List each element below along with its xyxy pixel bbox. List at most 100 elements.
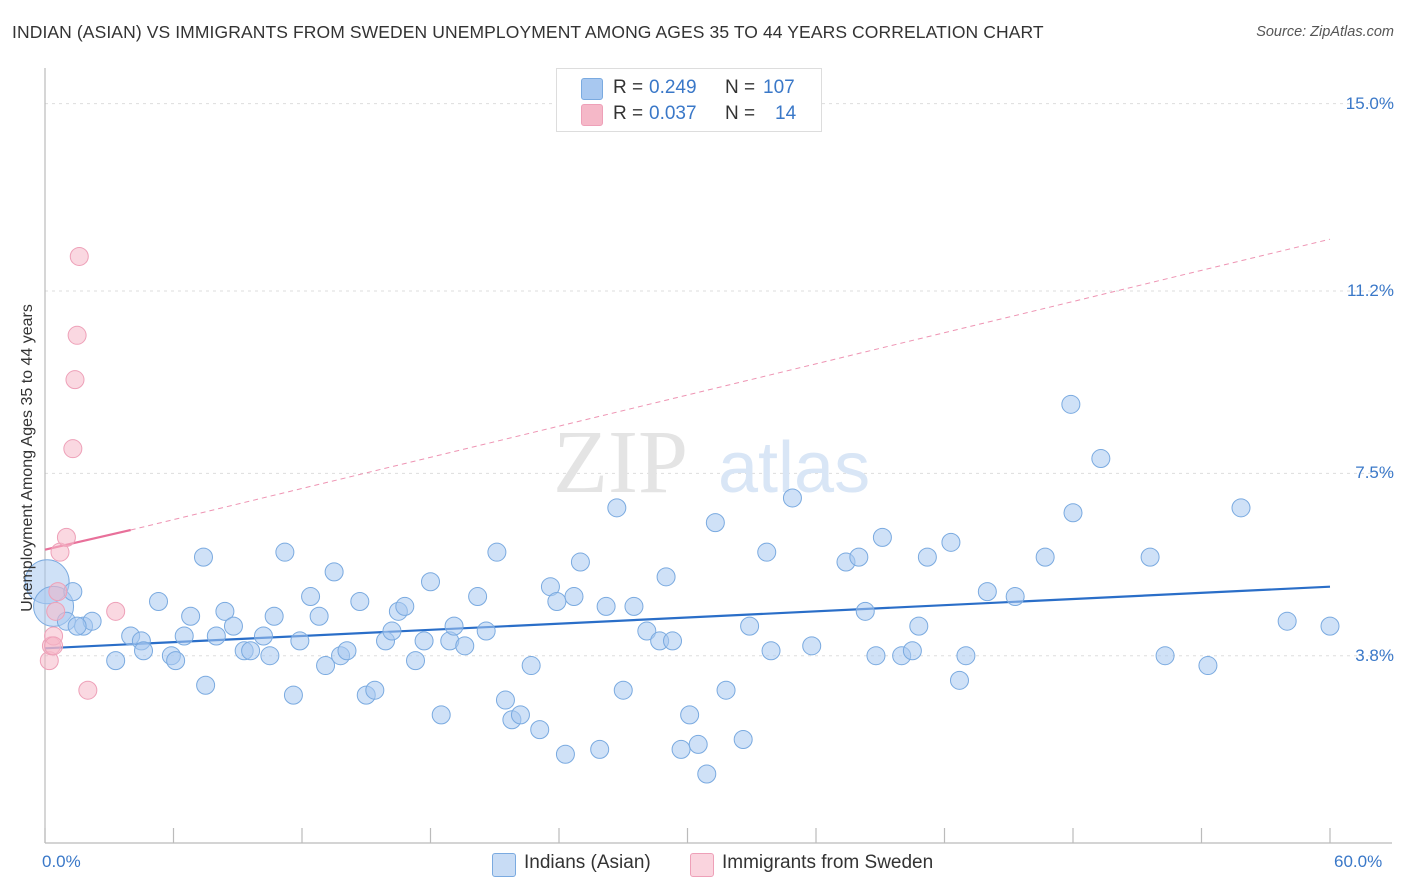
indians-data-point	[637, 621, 657, 641]
indians-data-point	[802, 636, 822, 656]
indians-data-point	[196, 675, 216, 695]
indians-data-point	[1063, 503, 1083, 523]
indians-data-point	[1320, 616, 1340, 636]
indians-data-point	[555, 744, 575, 764]
indians-data-point	[917, 547, 937, 567]
indians-data-point	[733, 729, 753, 749]
indians-data-point	[241, 641, 261, 661]
indians-data-point	[149, 591, 169, 611]
chart-title: INDIAN (ASIAN) VS IMMIGRANTS FROM SWEDEN…	[12, 22, 1044, 42]
indians-data-point	[1061, 394, 1081, 414]
indians-data-point	[253, 626, 273, 646]
indians-data-point	[855, 601, 875, 621]
indians-data-point	[941, 532, 961, 552]
indians-data-point	[613, 680, 633, 700]
legend-r-label: R =	[613, 103, 644, 124]
y-tick-label: 15.0%	[1345, 93, 1394, 113]
sweden-data-point	[69, 246, 89, 266]
sweden-data-point	[48, 582, 68, 602]
watermark-zip: ZIP	[553, 413, 688, 512]
indians-data-point	[547, 591, 567, 611]
indians-data-point	[166, 651, 186, 671]
indians-data-point	[1005, 587, 1025, 607]
indians-data-point	[782, 488, 802, 508]
legend-n-label: N =	[725, 103, 756, 124]
indians-data-point	[495, 690, 515, 710]
indians-data-point	[215, 601, 235, 621]
indians-data-point	[521, 656, 541, 676]
indians-data-point	[350, 591, 370, 611]
indians-data-point	[1231, 498, 1251, 518]
sweden-trend-extension	[130, 238, 1331, 531]
indians-data-point	[1155, 646, 1175, 666]
bottom-legend-label-sweden: Immigrants from Sweden	[722, 852, 934, 873]
indians-data-point	[909, 616, 929, 636]
indians-data-point	[596, 596, 616, 616]
indians-data-point	[316, 656, 336, 676]
y-axis-label: Unemployment Among Ages 35 to 44 years	[19, 304, 36, 612]
legend-swatch-indians	[581, 78, 603, 100]
indians-data-point	[382, 621, 402, 641]
indians-data-point	[264, 606, 284, 626]
indians-data-point	[663, 631, 683, 651]
indians-data-point	[624, 596, 644, 616]
indians-data-point	[223, 616, 243, 636]
indians-data-point	[181, 606, 201, 626]
indians-data-point	[564, 587, 584, 607]
correlation-legend: R = 0.249 N = 107 R = 0.037 N = 14	[556, 68, 822, 132]
indians-data-point	[590, 739, 610, 759]
legend-r-value: 0.037	[649, 103, 697, 124]
indians-data-point	[260, 646, 280, 666]
indians-data-point	[956, 646, 976, 666]
indians-data-point	[395, 596, 415, 616]
indians-data-point	[680, 705, 700, 725]
indians-data-point	[337, 641, 357, 661]
indians-data-point	[849, 547, 869, 567]
indians-data-point	[705, 513, 725, 533]
source-label: Source: ZipAtlas.com	[1256, 24, 1394, 40]
sweden-data-point	[56, 527, 76, 547]
bottom-legend-swatch-sweden	[690, 853, 714, 877]
indians-data-point	[206, 626, 226, 646]
y-tick-label: 11.2%	[1347, 280, 1394, 300]
indians-data-point	[309, 606, 329, 626]
y-tick-label: 7.5%	[1355, 463, 1394, 483]
legend-r-label: R =	[613, 77, 644, 98]
indians-data-point	[977, 582, 997, 602]
indians-data-point	[134, 641, 154, 661]
x-tick-label-min: 0.0%	[42, 852, 81, 871]
indians-data-point	[174, 626, 194, 646]
indians-data-point	[866, 646, 886, 666]
indians-data-point	[716, 680, 736, 700]
sweden-data-point	[78, 680, 98, 700]
legend-n-value: 14	[775, 103, 797, 124]
bottom-legend-swatch-indians	[492, 853, 516, 877]
indians-data-point	[365, 680, 385, 700]
indians-data-point	[67, 616, 87, 636]
indians-data-point	[414, 631, 434, 651]
indians-data-point	[1035, 547, 1055, 567]
indians-data-point	[476, 621, 496, 641]
indians-data-point	[872, 527, 892, 547]
indians-data-point	[902, 641, 922, 661]
indians-data-point	[455, 636, 475, 656]
y-tick-label: 3.8%	[1355, 645, 1394, 665]
indians-data-point	[1140, 547, 1160, 567]
legend-swatch-sweden	[581, 104, 603, 126]
indians-data-point	[275, 542, 295, 562]
sweden-data-point	[65, 370, 85, 390]
indians-data-point	[193, 547, 213, 567]
indians-data-point	[324, 562, 344, 582]
indians-data-point	[1198, 656, 1218, 676]
indians-data-point	[671, 739, 691, 759]
indians-data-point	[406, 651, 426, 671]
indians-data-point	[1277, 611, 1297, 631]
indians-trend-line	[44, 585, 1331, 650]
indians-data-point	[949, 670, 969, 690]
legend-n-label: N =	[725, 77, 756, 98]
indians-data-point	[530, 720, 550, 740]
indians-data-point	[761, 641, 781, 661]
indians-data-point	[301, 587, 321, 607]
indians-data-point	[468, 587, 488, 607]
